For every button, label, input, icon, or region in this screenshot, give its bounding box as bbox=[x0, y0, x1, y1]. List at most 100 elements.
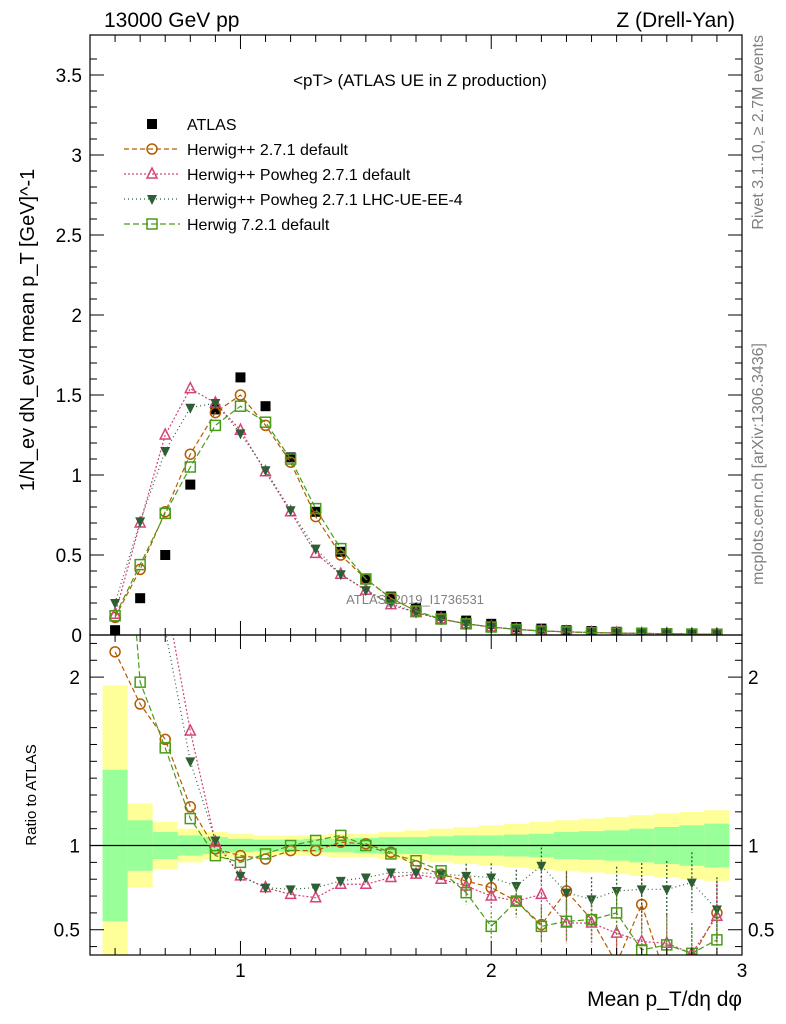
ratio-data-point bbox=[561, 888, 572, 899]
ratio-y-tick-label-right: 1 bbox=[748, 837, 759, 858]
main-data-point bbox=[135, 517, 146, 528]
ratio-data-point bbox=[611, 887, 622, 897]
ratio-data-point bbox=[109, 646, 121, 658]
legend-item-5: Herwig 7.2.1 default bbox=[124, 217, 330, 234]
main-data-point bbox=[209, 419, 222, 432]
main-y-tick-label: 1 bbox=[71, 466, 82, 487]
main-data-point bbox=[436, 615, 447, 625]
main-data-point bbox=[560, 626, 573, 635]
analysis-watermark: ATLAS_2019_I1736531 bbox=[346, 592, 484, 607]
ratio-data-point bbox=[711, 934, 723, 946]
ratio-data-point bbox=[359, 876, 373, 890]
ratio-data-point bbox=[535, 886, 548, 900]
main-data-point bbox=[210, 404, 221, 415]
ratio-data-point bbox=[134, 698, 146, 710]
ratio-data-point bbox=[610, 907, 623, 919]
main-y-tick-label: 3 bbox=[71, 146, 82, 167]
ratio-series-3 bbox=[135, 488, 722, 942]
ratio-data-point bbox=[159, 733, 171, 746]
ratio-data-point bbox=[410, 854, 422, 867]
legend-label: Herwig 7.2.1 default bbox=[187, 217, 330, 234]
legend-item-1: ATLAS bbox=[147, 117, 237, 134]
header-left: 13000 GeV pp bbox=[104, 9, 239, 32]
main-data-point bbox=[184, 380, 197, 394]
ratio-series-4 bbox=[110, 352, 723, 955]
ratio-data-point bbox=[135, 488, 145, 498]
ratio-series-line bbox=[114, 651, 718, 955]
main-data-point bbox=[109, 610, 121, 622]
main-y-tick-label: 1.5 bbox=[56, 386, 82, 407]
ratio-data-point bbox=[210, 836, 221, 847]
main-data-point bbox=[310, 544, 321, 555]
x-tick-label: 2 bbox=[486, 961, 497, 982]
ratio-data-point bbox=[259, 848, 272, 860]
main-data-point bbox=[335, 570, 346, 581]
ratio-data-point bbox=[435, 865, 447, 877]
ratio-data-point bbox=[309, 890, 322, 903]
ratio-data-point bbox=[434, 871, 448, 884]
ratio-data-point bbox=[384, 869, 398, 883]
legend-marker bbox=[146, 218, 158, 230]
main-data-point bbox=[309, 502, 322, 515]
main-data-point bbox=[360, 573, 372, 585]
main-data-point bbox=[309, 545, 322, 559]
ratio-data-point bbox=[260, 883, 271, 894]
ratio-frame bbox=[89, 634, 743, 956]
main-data-point bbox=[235, 429, 246, 440]
main-data-point bbox=[259, 416, 272, 428]
ratio-data-point bbox=[110, 334, 120, 344]
main-data-point bbox=[535, 625, 548, 635]
ratio-data-point bbox=[134, 676, 146, 688]
main-data-point bbox=[184, 461, 197, 473]
ratio-data-point bbox=[461, 871, 472, 882]
ratio-data-point bbox=[309, 834, 322, 847]
main-y-tick-label: 2 bbox=[71, 306, 82, 327]
main-data-point bbox=[360, 586, 371, 597]
legend-label: ATLAS bbox=[187, 117, 237, 134]
main-data-point bbox=[185, 479, 196, 490]
header-right: Z (Drell-Yan) bbox=[616, 9, 735, 32]
ratio-data-point bbox=[610, 925, 623, 938]
main-data-point bbox=[385, 591, 396, 602]
main-data-point bbox=[185, 403, 196, 414]
main-data-point bbox=[184, 448, 197, 460]
ratio-data-point bbox=[234, 856, 247, 869]
ratio-data-point bbox=[184, 723, 197, 736]
ratio-data-point bbox=[511, 881, 522, 892]
x-tick-label: 1 bbox=[235, 961, 246, 982]
main-data-point bbox=[335, 546, 346, 557]
ratio-y-tick-label: 0.5 bbox=[54, 921, 80, 942]
ratio-data-point bbox=[360, 839, 372, 852]
main-data-point bbox=[335, 542, 347, 555]
ratio-data-point bbox=[185, 757, 196, 768]
ratio-data-point bbox=[612, 958, 622, 968]
main-data-point bbox=[260, 466, 271, 477]
ratio-data-point bbox=[110, 352, 120, 362]
main-y-tick-label: 3.5 bbox=[56, 66, 82, 87]
ratio-data-point bbox=[335, 876, 346, 887]
main-data-point bbox=[234, 400, 247, 412]
ratio-data-point bbox=[284, 886, 297, 900]
ratio-data-point bbox=[385, 848, 397, 860]
ratio-y-tick-label-right: 0.5 bbox=[748, 921, 774, 942]
ratio-data-point bbox=[234, 849, 247, 862]
ratio-series-2 bbox=[110, 334, 724, 955]
legend: ATLAS Herwig++ 2.7.1 default Herwig++ Powh… bbox=[124, 117, 463, 234]
main-data-point bbox=[159, 427, 172, 440]
main-y-tick-label: 0 bbox=[71, 626, 82, 647]
ratio-data-point bbox=[660, 935, 673, 948]
main-data-point bbox=[159, 507, 171, 520]
ratio-data-point bbox=[209, 849, 222, 862]
ratio-data-point bbox=[285, 885, 296, 896]
legend-label: Herwig++ Powheg 2.7.1 LHC-UE-EE-4 bbox=[187, 192, 463, 209]
main-y-tick-label: 0.5 bbox=[56, 546, 82, 567]
ratio-data-point bbox=[335, 836, 347, 848]
main-y-ticks: 0 0.5 1 1.5 2 2.5 3 3.5 bbox=[56, 35, 743, 647]
ratio-data-point bbox=[159, 742, 171, 754]
main-data-point bbox=[585, 626, 598, 635]
legend-marker bbox=[147, 195, 157, 205]
legend-marker bbox=[146, 143, 158, 155]
ratio-data-point bbox=[334, 876, 347, 890]
ratio-data-point bbox=[184, 801, 197, 813]
